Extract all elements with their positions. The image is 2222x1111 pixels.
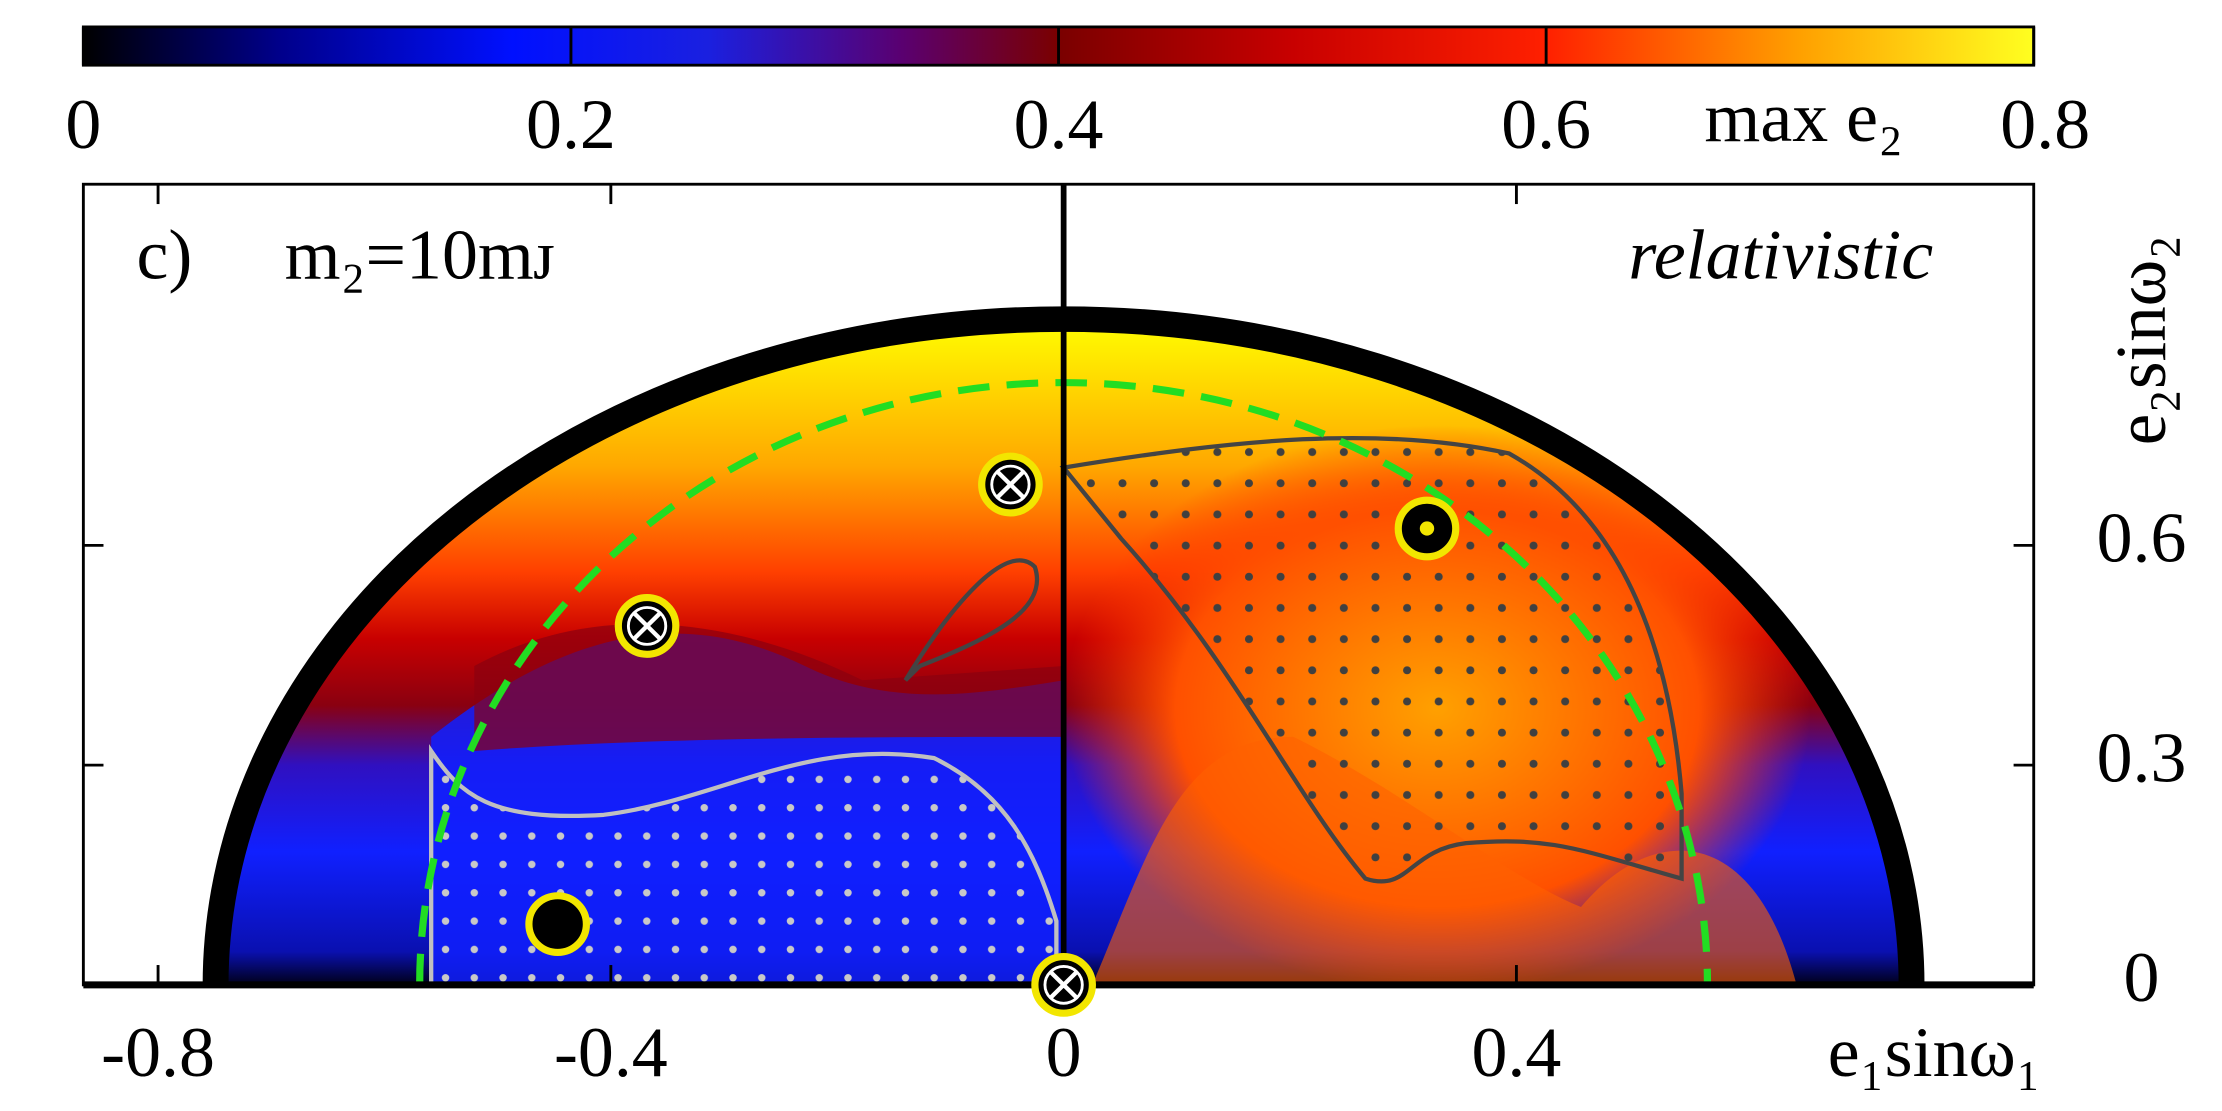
annotation: m₂=10mᴊ [285,216,556,294]
x-tick-label: -0.4 [554,1014,668,1092]
annotation: relativistic [1628,216,1933,294]
x-tick-label: 0 [1046,1014,1082,1092]
marker [1394,496,1460,561]
colorbar-tick-label: 0.2 [526,85,616,163]
y-axis-label: e₂sinω₂ [2102,235,2182,445]
marker-cross [995,470,1025,499]
marker [614,594,680,658]
x-tick-label: -0.8 [101,1014,215,1092]
y-tick-label: 0.3 [2097,719,2187,797]
colorbar-tick-label: 0.8 [2000,85,2090,163]
colorbar-label: max e₂ [1704,78,1903,156]
marker [978,452,1043,517]
marker-dot [1419,521,1435,536]
marker-cross [1049,970,1079,1000]
colorbar-tick-label: 0 [65,85,101,163]
marker-inner [1043,965,1084,1005]
marker [1031,952,1096,1017]
colorbar-tick-label: 0.6 [1501,85,1591,163]
colorbar-tick-label: 0.4 [1014,85,1104,163]
marker-cross [632,611,662,641]
y-tick-label: 0 [2124,939,2160,1017]
y-tick-label: 0.6 [2097,499,2187,577]
panel-label: c) [137,216,193,294]
x-axis-label: e₁sinω₁ [1828,1014,2041,1092]
marker-ring [525,892,590,956]
marker-inner [626,606,668,646]
marker-inner [990,464,1031,505]
marker [525,892,590,956]
x-tick-label: 0.4 [1472,1014,1562,1092]
